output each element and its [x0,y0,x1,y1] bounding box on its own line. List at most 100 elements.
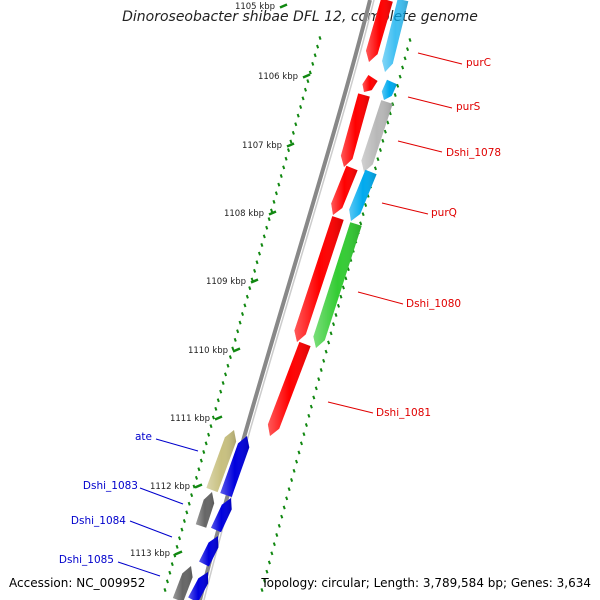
gene-label: Dshi_1085 [59,554,114,566]
gene-label: purC [466,57,491,69]
tick-dot [386,120,390,125]
tick-dot [299,105,303,109]
tick-dot [378,148,382,152]
gene-arrow-shade [381,79,397,100]
tick-dot [341,285,345,290]
gene-label-leader [381,202,429,215]
gene-label-leaders [117,52,463,577]
tick-dot [284,156,288,161]
scale-ticks: 1105 kbp 1106 kbp 1107 kbp 1108 kbp 1109 kbp… [130,2,311,559]
tick-dot [199,458,203,463]
tick-dot [312,395,316,400]
tick-dot [307,413,311,418]
tick-dot [401,65,405,70]
scale-tick-mark [250,278,259,284]
tick-dot [393,93,397,97]
tick-dot [197,467,201,472]
scale-tick-mark [286,142,295,148]
gene-label: Dshi_1080 [406,298,461,310]
tick-dot [336,303,341,308]
tick-dot [318,36,322,40]
tick-dot [231,346,235,351]
tick-dot [279,174,283,178]
tick-dot [311,61,315,66]
scale-tick-label: 1113 kbp [130,549,170,559]
tick-dot [299,441,304,446]
tick-dot [192,484,196,489]
gene-arrow-shade [220,436,250,497]
tick-dot [170,562,174,567]
tick-dot [339,294,343,299]
tick-dot [319,368,323,372]
scale-tick-label: 1107 kbp [242,141,282,151]
gene-arrow-shade [349,169,377,221]
accession-text: Accession: NC_009952 [9,576,146,590]
gene-arrow-shade [211,498,232,533]
tick-dot [272,542,276,547]
tick-dot [275,533,279,537]
gene-arrow-shade [206,430,237,493]
tick-dot [302,432,306,437]
tick-dot [175,544,179,549]
tick-dot [243,303,247,308]
tick-dot [314,386,318,391]
gene-label-leader [327,401,374,414]
tick-dot [376,157,380,162]
tick-dot [274,191,278,196]
tick-dot [277,182,281,187]
tick-dot [286,148,291,153]
tick-dot [226,363,230,368]
gene-arrow-shade [361,100,393,172]
tick-dot [303,87,308,92]
tick-dot [270,208,274,213]
gene-label: ate [135,431,152,443]
gene-arrow-shade [382,0,409,72]
scale-tick-mark [302,73,311,79]
tick-dot [248,286,252,291]
tick-dot [180,527,184,532]
tick-dot [207,432,211,437]
gene-label-leader [155,438,199,452]
tick-dot [255,260,259,265]
tick-dot [260,588,264,592]
tick-dot [285,496,289,501]
tick-dot [327,340,331,345]
tick-dot [329,331,333,336]
tick-dot [272,199,276,204]
gene-label: Dshi_1083 [83,480,138,492]
scale-tick-label: 1110 kbp [188,346,228,356]
tick-dot [290,478,294,482]
tick-dot [391,102,395,107]
scale-tick-label: 1105 kbp [235,2,275,12]
tick-dot [359,221,363,226]
tick-dot [257,251,261,256]
gene-arrow-shade [172,566,193,600]
tick-dot [280,514,284,519]
tick-dot [405,47,410,52]
gene-label-leader [357,291,404,305]
tick-dot [324,349,328,354]
tick-dot [331,322,336,327]
gene-arrow-shade [267,341,311,436]
scale-tick-label: 1112 kbp [150,482,190,492]
tick-dot [334,313,338,317]
scale-tick-mark [214,415,223,421]
scale-tick-mark [174,550,183,556]
tick-dot [267,217,271,222]
gene-arrow-shade [313,222,362,348]
tick-dot [282,165,286,170]
tick-dot [398,74,402,79]
gene-arrow-shade [331,165,358,215]
tick-dot [294,122,298,127]
tick-dot [245,294,249,299]
tick-dot [194,475,199,480]
tick-dot [292,468,296,473]
tick-dot [289,139,293,144]
gene-arrow-shade [199,536,219,567]
tick-dot [240,312,245,316]
gene-label-leader [397,140,443,153]
tick-dot [209,424,213,429]
tick-dot [236,329,240,334]
gene-arrow-shade [195,492,215,528]
